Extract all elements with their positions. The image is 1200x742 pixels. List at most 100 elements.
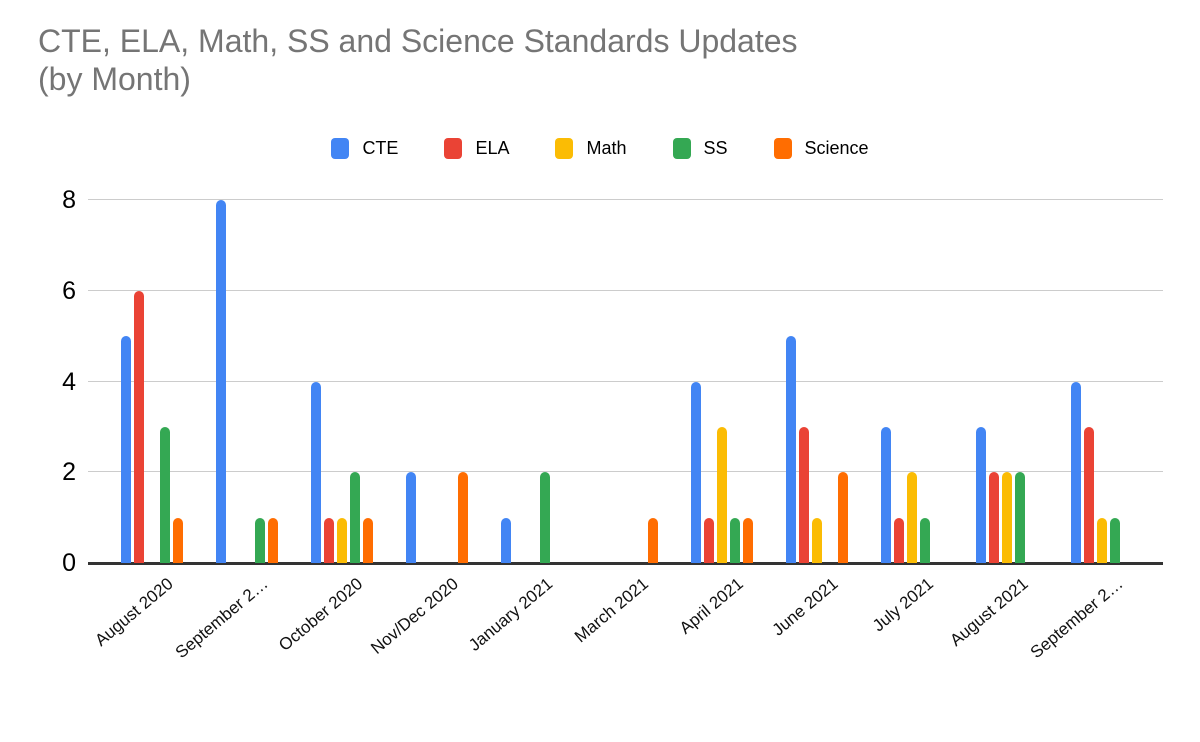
legend-label: SS — [703, 138, 728, 158]
bar-ss — [539, 472, 550, 563]
bar-group — [199, 200, 294, 563]
bar-ss — [729, 517, 740, 563]
bar-science — [457, 472, 468, 563]
legend-label: Math — [586, 138, 627, 158]
bar-cte — [405, 472, 416, 563]
bar-group — [484, 200, 579, 563]
bar-math — [1001, 472, 1012, 563]
bar-cte — [310, 381, 321, 563]
x-axis-tick-label: April 2021 — [675, 574, 747, 638]
bar-ss — [349, 472, 360, 563]
bar-slot — [1070, 381, 1081, 563]
bar-group — [864, 200, 959, 563]
x-axis-tick-label: August 2021 — [946, 574, 1032, 650]
gridline-8 — [88, 199, 1163, 200]
bar-slot — [703, 517, 714, 563]
x-axis-tick-label: Nov/Dec 2020 — [366, 574, 462, 658]
gridline-2 — [88, 471, 1163, 473]
x-axis-tick-label: June 2021 — [768, 574, 842, 640]
y-axis-tick-label: 4 — [62, 367, 76, 396]
bar-science — [647, 517, 658, 563]
bar-slot — [919, 517, 930, 563]
bar-cte — [880, 426, 891, 563]
bar-science — [362, 517, 373, 563]
bar-slot — [159, 426, 170, 563]
bar-science — [172, 517, 183, 563]
bar-science — [742, 517, 753, 563]
chart-title-line2: (by Month) — [38, 61, 191, 97]
y-axis-tick-label: 8 — [62, 186, 76, 214]
gridline-6 — [88, 289, 1163, 291]
y-axis-labels: 0 2 4 6 8 — [0, 186, 76, 577]
bar-slot — [906, 472, 917, 563]
legend-item-ss: SS — [672, 138, 728, 159]
bar-slot — [254, 517, 265, 563]
x-axis-tick-label: August 2020 — [91, 574, 177, 650]
bar-slot — [120, 336, 131, 563]
x-axis-tick-label: July 2021 — [868, 574, 937, 636]
bar-ela — [798, 426, 809, 563]
bar-group — [674, 200, 769, 563]
bar-math — [716, 426, 727, 563]
bar-cte — [120, 336, 131, 563]
bar-slot — [323, 517, 334, 563]
bar-ela — [703, 517, 714, 563]
bar-slot — [880, 426, 891, 563]
bar-slot — [457, 472, 468, 563]
bar-cte — [1070, 381, 1081, 563]
legend-item-science: Science — [773, 138, 869, 159]
x-axis-labels: August 2020 September 2… October 2020 Nov/D… — [88, 574, 1163, 734]
x-axis-tick-label: October 2020 — [275, 574, 367, 655]
x-axis-tick-label: March 2021 — [570, 574, 652, 647]
bar-slot — [742, 517, 753, 563]
bar-slot — [539, 472, 550, 563]
bar-group — [389, 200, 484, 563]
x-axis-tick-label: September 2… — [1026, 574, 1127, 663]
bar-slot — [215, 200, 226, 563]
bar-slot — [647, 517, 658, 563]
bar-math — [906, 472, 917, 563]
bar-slot — [310, 381, 321, 563]
chart-title: CTE, ELA, Math, SS and Science Standards… — [38, 22, 798, 98]
bar-slot — [975, 426, 986, 563]
plot-area — [88, 199, 1163, 565]
y-axis-tick-label: 2 — [62, 458, 76, 487]
bar-slot — [716, 426, 727, 563]
bar-slot — [837, 472, 848, 563]
legend-swatch-ela — [444, 138, 463, 159]
bar-ela — [988, 472, 999, 563]
bar-group — [1054, 200, 1149, 563]
gridline-4 — [88, 380, 1163, 382]
bar-slot — [133, 290, 144, 563]
bar-slot — [1001, 472, 1012, 563]
bar-science — [267, 517, 278, 563]
bar-ela — [1083, 426, 1094, 563]
bar-slot — [988, 472, 999, 563]
legend-label: CTE — [362, 138, 399, 158]
bar-slot — [267, 517, 278, 563]
bar-slot — [785, 336, 796, 563]
bar-group — [104, 200, 199, 563]
bar-slot — [811, 517, 822, 563]
bar-slot — [336, 517, 347, 563]
legend-swatch-science — [773, 138, 792, 159]
bar-ss — [254, 517, 265, 563]
bar-slot — [1096, 517, 1107, 563]
y-axis-tick-label: 0 — [62, 549, 76, 577]
bar-ss — [1109, 517, 1120, 563]
bar-slot — [172, 517, 183, 563]
bar-math — [336, 517, 347, 563]
bars-region — [104, 200, 1149, 563]
chart-title-line1: CTE, ELA, Math, SS and Science Standards… — [38, 23, 798, 59]
bar-slot — [1109, 517, 1120, 563]
legend-item-math: Math — [555, 138, 627, 159]
bar-group — [294, 200, 389, 563]
legend-swatch-cte — [331, 138, 350, 159]
bar-math — [811, 517, 822, 563]
bar-slot — [893, 517, 904, 563]
bar-slot — [729, 517, 740, 563]
bar-slot — [1083, 426, 1094, 563]
bar-slot — [405, 472, 416, 563]
bar-slot — [1014, 472, 1025, 563]
bar-slot — [690, 381, 701, 563]
